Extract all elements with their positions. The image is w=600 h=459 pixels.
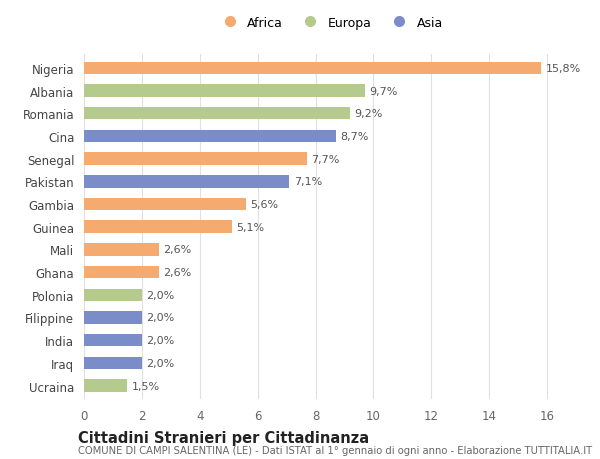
Bar <box>84 130 336 143</box>
Text: 2,0%: 2,0% <box>146 290 175 300</box>
Text: 2,0%: 2,0% <box>146 313 175 323</box>
Bar <box>84 334 142 347</box>
Text: 1,5%: 1,5% <box>132 381 160 391</box>
Text: 2,6%: 2,6% <box>164 245 192 255</box>
Text: 2,6%: 2,6% <box>164 268 192 278</box>
Text: 9,2%: 9,2% <box>355 109 383 119</box>
Bar <box>84 198 246 211</box>
Bar <box>84 153 307 166</box>
Bar <box>84 266 159 279</box>
Bar <box>84 176 289 188</box>
Text: 9,7%: 9,7% <box>369 86 397 96</box>
Bar <box>84 244 159 256</box>
Bar <box>84 289 142 302</box>
Bar <box>84 380 127 392</box>
Bar <box>84 62 541 75</box>
Text: 5,1%: 5,1% <box>236 222 264 232</box>
Text: Cittadini Stranieri per Cittadinanza: Cittadini Stranieri per Cittadinanza <box>78 431 369 446</box>
Text: 2,0%: 2,0% <box>146 336 175 346</box>
Text: COMUNE DI CAMPI SALENTINA (LE) - Dati ISTAT al 1° gennaio di ogni anno - Elabora: COMUNE DI CAMPI SALENTINA (LE) - Dati IS… <box>78 445 592 455</box>
Text: 2,0%: 2,0% <box>146 358 175 368</box>
Legend: Africa, Europa, Asia: Africa, Europa, Asia <box>217 17 443 29</box>
Text: 15,8%: 15,8% <box>545 64 581 73</box>
Text: 7,7%: 7,7% <box>311 154 340 164</box>
Bar <box>84 221 232 234</box>
Text: 5,6%: 5,6% <box>250 200 278 210</box>
Text: 8,7%: 8,7% <box>340 132 368 142</box>
Bar <box>84 108 350 120</box>
Text: 7,1%: 7,1% <box>294 177 322 187</box>
Bar <box>84 357 142 369</box>
Bar <box>84 312 142 324</box>
Bar <box>84 85 365 98</box>
